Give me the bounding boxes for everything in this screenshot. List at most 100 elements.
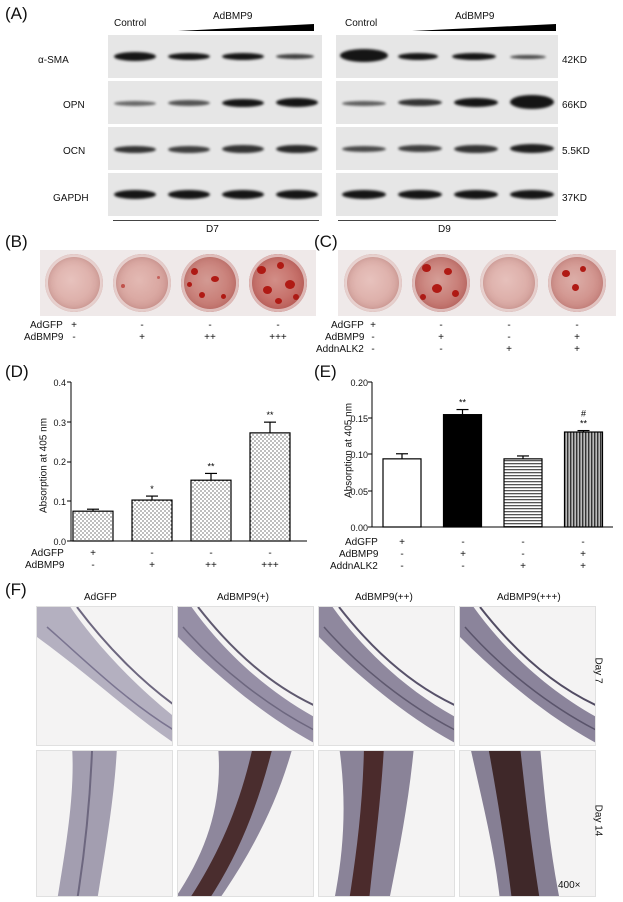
stain-c-adgfp-4: - [575, 320, 579, 331]
size-label-66kd: 66KD [562, 100, 588, 111]
protein-label-ocn: OCN [63, 146, 86, 157]
chart-d-adbmp9-4: +++ [261, 560, 279, 571]
chart-e-adbmp9-1: - [400, 549, 404, 560]
chart-d-adgfp-1: + [90, 548, 96, 559]
stain-c-adgfp-1: + [370, 320, 376, 331]
stain-c-addnalk2-1: - [371, 344, 375, 355]
chart-e-sig-4: ** [580, 419, 588, 429]
histology-day14-adgfp [36, 750, 173, 897]
chart-e-tick-2: 0.10 [350, 450, 368, 460]
adbmp9-label-d7: AdBMP9 [213, 11, 253, 22]
day-bracket-d9 [338, 220, 556, 221]
stain-c-adbmp9-3: - [507, 332, 511, 343]
stain-c-addnalk2-4: + [574, 344, 580, 355]
chart-d-adgfp-3: - [209, 548, 213, 559]
stain-c-well-2 [412, 254, 470, 312]
dose-wedge-d7 [178, 24, 314, 31]
panel-label-b: (B) [5, 232, 28, 251]
stain-c-adbmp9-1: - [371, 332, 375, 343]
blot-d7-gapdh [108, 173, 322, 216]
blot-d9-ocn [336, 127, 558, 170]
panel-label-e: (E) [314, 362, 337, 381]
protein-label-gapdh: GAPDH [53, 193, 89, 204]
stain-b-adbmp9-3: ++ [204, 332, 216, 343]
chart-d-sig-2: * [150, 484, 154, 494]
stain-b-adbmp9-1: - [72, 332, 76, 343]
stain-b-row-adbmp9: AdBMP9 [24, 332, 64, 343]
histology-col-adbmp9-2: AdBMP9(++) [355, 592, 413, 603]
blot-d7-asma [108, 35, 322, 78]
chart-d-adgfp-2: - [150, 548, 154, 559]
chart-e-bar-3 [503, 458, 543, 528]
chart-e-adgfp-2: - [461, 537, 465, 548]
stain-b-adgfp-1: + [71, 320, 77, 331]
stain-b-adbmp9-2: + [139, 332, 145, 343]
stain-c-well-1 [344, 254, 402, 312]
chart-e-addnalk2-4: + [580, 561, 586, 572]
chart-e: ****# [368, 381, 613, 528]
stain-c-well-4 [548, 254, 606, 312]
chart-e-adgfp-3: - [521, 537, 525, 548]
protein-label-opn: OPN [63, 100, 85, 111]
histology-col-adbmp9-1: AdBMP9(+) [217, 592, 269, 603]
size-label-37kd: 37KD [562, 193, 588, 204]
chart-e-tick-3: 0.15 [350, 414, 368, 424]
chart-e-addnalk2-2: - [461, 561, 465, 572]
chart-d-bar-1 [72, 510, 114, 542]
blot-d9-asma [336, 35, 558, 78]
histology-day14-adbmp9-2 [318, 750, 455, 897]
histology-day7-adbmp9-2 [318, 606, 455, 746]
chart-e-adgfp-1: + [399, 537, 405, 548]
histology-day7-adgfp [36, 606, 173, 746]
panel-label-d: (D) [5, 362, 29, 381]
chart-e-adbmp9-3: - [521, 549, 525, 560]
chart-d: ***** [67, 381, 307, 542]
day-bracket-d7 [113, 220, 319, 221]
chart-d-adbmp9-1: - [91, 560, 95, 571]
stain-c-adbmp9-4: + [574, 332, 580, 343]
chart-e-tick-0: 0.00 [350, 523, 368, 533]
chart-d-bar-2 [131, 499, 173, 542]
protein-label-asma: α-SMA [38, 55, 69, 66]
magnification-label: 400× [558, 880, 581, 891]
stain-b-well-2 [113, 254, 171, 312]
panel-label-a: (A) [5, 4, 28, 23]
stain-c-row-addnalk2: AddnALK2 [316, 344, 364, 355]
stain-c-addnalk2-3: + [506, 344, 512, 355]
chart-d-tick-1: 0.1 [53, 497, 66, 507]
chart-d-bar-3 [190, 479, 232, 542]
chart-e-bar-4 [563, 431, 604, 528]
chart-e-row-adbmp9: AdBMP9 [339, 549, 379, 560]
stain-c-adbmp9-2: + [438, 332, 444, 343]
stain-b-row-adgfp: AdGFP [30, 320, 63, 331]
chart-d-bar-4 [249, 432, 291, 542]
histology-day7-adbmp9-3 [459, 606, 596, 746]
histology-col-adbmp9-3: AdBMP9(+++) [497, 592, 561, 603]
stain-c-adgfp-3: - [507, 320, 511, 331]
panel-label-f: (F) [5, 580, 27, 599]
histology-day14-adbmp9-1 [177, 750, 314, 897]
chart-d-tick-0: 0.0 [53, 537, 66, 547]
stain-b-adgfp-4: - [276, 320, 280, 331]
size-label-42kd: 42KD [562, 55, 588, 66]
adbmp9-label-d9: AdBMP9 [455, 11, 495, 22]
histology-row-day14: Day 14 [592, 804, 604, 837]
chart-e-bar-2 [442, 414, 483, 528]
chart-d-adbmp9-2: + [149, 560, 155, 571]
stain-c-adgfp-2: - [439, 320, 443, 331]
blot-d7-ocn [108, 127, 322, 170]
chart-d-tick-4: 0.4 [53, 378, 66, 388]
chart-d-adgfp-4: - [268, 548, 272, 559]
chart-d-sig-4: ** [266, 410, 274, 420]
control-label-d9: Control [345, 18, 378, 29]
stain-b-adgfp-3: - [208, 320, 212, 331]
stain-c-row-adbmp9: AdBMP9 [325, 332, 365, 343]
chart-d-adbmp9-3: ++ [205, 560, 217, 571]
stain-c-row-adgfp: AdGFP [331, 320, 364, 331]
stain-b-well-1 [45, 254, 103, 312]
stain-b-well-3 [181, 254, 239, 312]
stain-c-addnalk2-2: - [439, 344, 443, 355]
histology-row-day7: Day 7 [592, 657, 604, 684]
stain-b-adbmp9-4: +++ [269, 332, 287, 343]
chart-d-tick-3: 0.3 [53, 418, 66, 428]
